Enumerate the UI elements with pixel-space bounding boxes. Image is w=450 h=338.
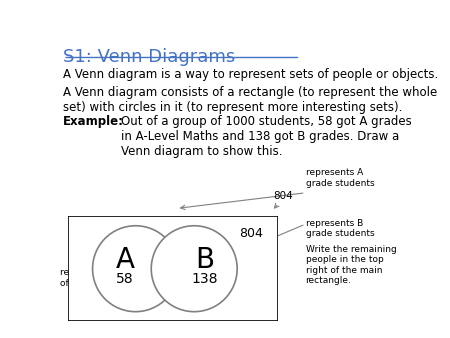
Text: S1: Venn Diagrams: S1: Venn Diagrams (63, 48, 235, 66)
Text: 804: 804 (239, 227, 263, 240)
Text: represents A
grade students: represents A grade students (306, 168, 374, 188)
Circle shape (93, 226, 179, 312)
Text: A Venn diagram consists of a rectangle (to represent the whole
set) with circles: A Venn diagram consists of a rectangle (… (63, 86, 437, 114)
Text: represents whole set
of 1000 people: represents whole set of 1000 people (60, 268, 154, 288)
Text: 804: 804 (273, 191, 293, 201)
Text: B: B (195, 246, 214, 274)
Text: Example:: Example: (63, 115, 124, 128)
Text: 138: 138 (191, 272, 218, 286)
Text: 58: 58 (116, 272, 134, 286)
Text: Out of a group of 1000 students, 58 got A grades
in A-Level Maths and 138 got B : Out of a group of 1000 students, 58 got … (121, 115, 411, 158)
Text: A Venn diagram is a way to represent sets of people or objects.: A Venn diagram is a way to represent set… (63, 68, 438, 81)
Text: A: A (116, 246, 135, 274)
Circle shape (151, 226, 237, 312)
Text: Write the remaining
people in the top
right of the main
rectangle.: Write the remaining people in the top ri… (306, 245, 396, 285)
Text: represents B
grade students: represents B grade students (306, 219, 374, 238)
